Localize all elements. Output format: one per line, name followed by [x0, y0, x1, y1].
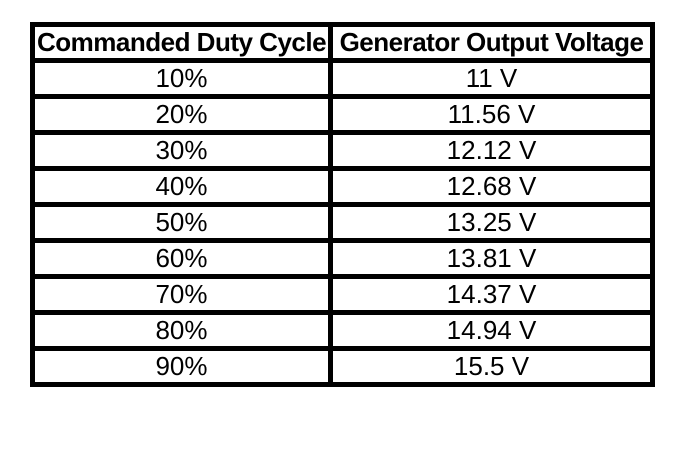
table-row: 50% 13.25 V	[30, 202, 655, 243]
output-voltage-cell: 11.56 V	[328, 94, 655, 135]
duty-cycle-voltage-table-container: Commanded Duty Cycle Generator Output Vo…	[30, 22, 655, 387]
output-voltage-cell: 14.37 V	[328, 274, 655, 315]
table-row: 80% 14.94 V	[30, 310, 655, 351]
output-voltage-cell: 13.81 V	[328, 238, 655, 279]
output-voltage-cell: 13.25 V	[328, 202, 655, 243]
table-row: 70% 14.37 V	[30, 274, 655, 315]
output-voltage-cell: 12.68 V	[328, 166, 655, 207]
column-header-generator-output-voltage: Generator Output Voltage	[328, 22, 655, 63]
table-row: 20% 11.56 V	[30, 94, 655, 135]
header-row: Commanded Duty Cycle Generator Output Vo…	[30, 22, 655, 63]
duty-cycle-cell: 50%	[30, 202, 333, 243]
duty-cycle-cell: 20%	[30, 94, 333, 135]
output-voltage-cell: 14.94 V	[328, 310, 655, 351]
duty-cycle-cell: 30%	[30, 130, 333, 171]
duty-cycle-cell: 60%	[30, 238, 333, 279]
duty-cycle-cell: 70%	[30, 274, 333, 315]
duty-cycle-voltage-table: Commanded Duty Cycle Generator Output Vo…	[30, 22, 655, 387]
table-row: 60% 13.81 V	[30, 238, 655, 279]
table-row: 30% 12.12 V	[30, 130, 655, 171]
duty-cycle-cell: 90%	[30, 346, 333, 387]
duty-cycle-cell: 80%	[30, 310, 333, 351]
table-row: 10% 11 V	[30, 58, 655, 99]
table-row: 40% 12.68 V	[30, 166, 655, 207]
duty-cycle-cell: 40%	[30, 166, 333, 207]
table-row: 90% 15.5 V	[30, 346, 655, 387]
table-body: 10% 11 V 20% 11.56 V 30% 12.12 V 40% 12.68 V 50%…	[30, 58, 655, 387]
output-voltage-cell: 12.12 V	[328, 130, 655, 171]
output-voltage-cell: 11 V	[328, 58, 655, 99]
duty-cycle-cell: 10%	[30, 58, 333, 99]
column-header-commanded-duty-cycle: Commanded Duty Cycle	[30, 22, 333, 63]
output-voltage-cell: 15.5 V	[328, 346, 655, 387]
